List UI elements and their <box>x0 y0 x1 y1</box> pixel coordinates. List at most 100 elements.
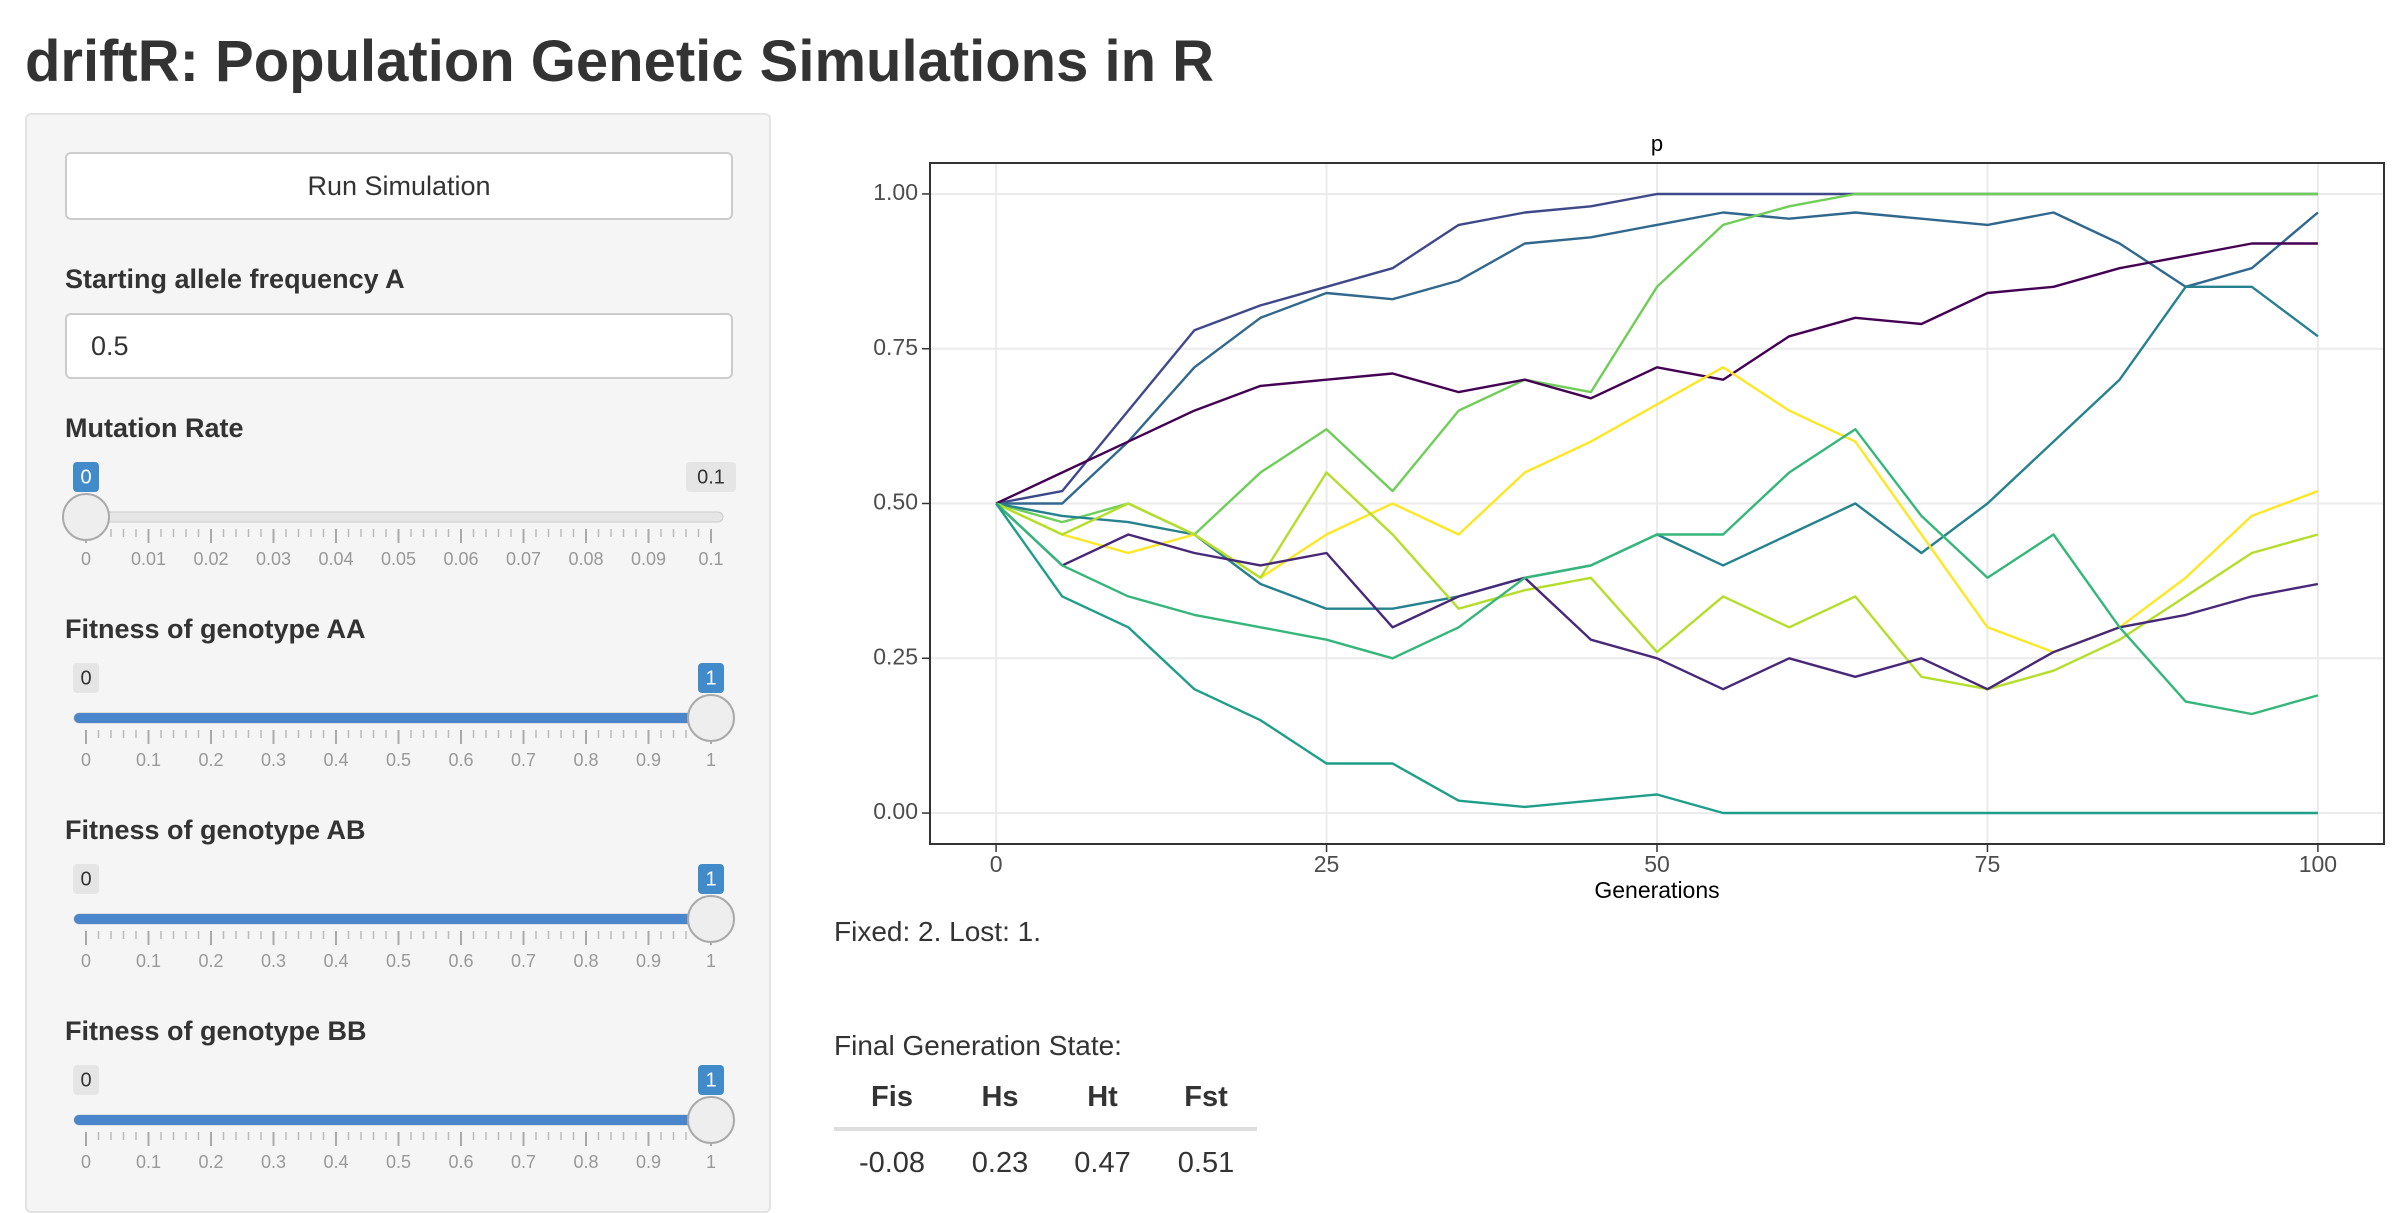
x-tick-label: 75 <box>1975 851 2001 877</box>
page-title: driftR: Population Genetic Simulations i… <box>25 29 1215 94</box>
slider-badge-label: 1 <box>705 667 716 689</box>
plot-border <box>929 162 2385 845</box>
slider-tick-label: 0.5 <box>386 951 411 971</box>
allele-input[interactable] <box>65 313 733 379</box>
header-row: Fis Hs Ht Fst <box>834 1067 1257 1131</box>
slider-badge-label: 0 <box>80 667 91 689</box>
series-line <box>995 192 2318 536</box>
y-tick-label: 0.00 <box>873 798 918 824</box>
slider-tick-label: 0.1 <box>136 750 161 770</box>
slider-tick-label: 0.06 <box>443 549 478 569</box>
slider-tick-label: 0.4 <box>323 1152 348 1172</box>
chart-title: p <box>1651 131 1663 156</box>
slider-tick-label: 1 <box>706 1152 716 1172</box>
slider-tick-label: 0.2 <box>198 951 223 971</box>
column-header: Fst <box>1155 1067 1257 1131</box>
summary-text: Fixed: 2. Lost: 1. <box>834 916 1041 947</box>
slider-badge <box>698 663 724 693</box>
slider-badge <box>73 864 99 894</box>
slider-badge <box>686 462 736 492</box>
slider-tick-label: 0.8 <box>573 750 598 770</box>
y-tick-label: 0.25 <box>873 643 918 669</box>
table-row: -0.08 0.23 0.47 0.51 <box>834 1129 1257 1195</box>
slider-tick-label: 0.01 <box>131 549 166 569</box>
x-tick-label: 50 <box>1644 851 1670 877</box>
slider-tick-label: 0.03 <box>256 549 291 569</box>
slider-fill <box>74 914 711 924</box>
series-line <box>995 471 2319 691</box>
slider-tick-label: 0.05 <box>381 549 416 569</box>
slider-tick-label: 0.1 <box>136 1152 161 1172</box>
slider-tick-label: 0.1 <box>698 549 723 569</box>
slider-handle <box>62 493 110 541</box>
slider-tick-label: 0.4 <box>323 750 348 770</box>
series-line <box>996 211 2319 505</box>
x-tick-label: 0 <box>990 851 1003 877</box>
slider-tick-label: 0.6 <box>448 750 473 770</box>
slider-badge <box>698 1065 724 1095</box>
results-table: Fis Hs Ht Fst -0.08 0.23 0.47 0.51 <box>834 1067 1257 1195</box>
slider-fill <box>74 713 711 723</box>
slider-tick-label: 0.02 <box>193 549 228 569</box>
slider-tick-label: 0.9 <box>636 1152 661 1172</box>
table-body: -0.08 0.23 0.47 0.51 <box>834 1129 1257 1195</box>
sidebar <box>25 113 771 1213</box>
slider-label: Mutation Rate <box>65 413 244 443</box>
column-header: Ht <box>1050 1067 1155 1131</box>
table-cell: 0.51 <box>1177 1146 1235 1179</box>
slider-tick-label: 0.6 <box>448 1152 473 1172</box>
slider-tick-label: 0 <box>81 951 91 971</box>
input-label: Starting allele frequency A <box>65 264 405 294</box>
slider-badge <box>73 462 99 492</box>
slider-tick-label: 0.8 <box>573 951 598 971</box>
slider-tick-label: 0.4 <box>323 951 348 971</box>
slider-tick-label: 0.5 <box>386 750 411 770</box>
slider-track <box>73 511 724 523</box>
slider-tick-label: 0 <box>81 1152 91 1172</box>
slider-tick-label: 0.3 <box>261 951 286 971</box>
series-line <box>995 242 2318 505</box>
slider-label: Fitness of genotype BB <box>65 1016 367 1046</box>
slider-handle <box>687 1096 735 1144</box>
slider-badge-label: 1 <box>705 1069 716 1091</box>
table-cell: 0.23 <box>971 1146 1029 1179</box>
slider-badge <box>73 1065 99 1095</box>
slider-tick-label: 0.5 <box>386 1152 411 1172</box>
column-header: Hs <box>950 1067 1050 1131</box>
slider-tick-label: 0.8 <box>573 1152 598 1172</box>
slider-tick-label: 0.07 <box>506 549 541 569</box>
slider-label: Fitness of genotype AA <box>65 614 366 644</box>
slider-tick-label: 0.3 <box>261 1152 286 1172</box>
slider-handle <box>687 694 735 742</box>
slider-tick-label: 0.9 <box>636 951 661 971</box>
x-axis-label: Generations <box>1594 877 1719 903</box>
slider-tick-label: 0.7 <box>511 951 536 971</box>
slider-tick-label: 0.09 <box>631 549 666 569</box>
run-button[interactable]: Run Simulation <box>65 152 733 220</box>
slider-tick-label: 0.1 <box>136 951 161 971</box>
series-line <box>995 502 2318 815</box>
slider-badge-label: 0 <box>80 1069 91 1091</box>
table-cell: 0.47 <box>1074 1146 1131 1179</box>
x-tick-label: 100 <box>2299 851 2337 877</box>
slider-tick-label: 0.3 <box>261 750 286 770</box>
slider-tick-label: 0.9 <box>636 750 661 770</box>
series-line <box>995 502 2319 691</box>
slider-tick-label: 1 <box>706 750 716 770</box>
y-tick-label: 1.00 <box>873 179 918 205</box>
slider-tick-label: 0.6 <box>448 951 473 971</box>
slider-badge-label: 1 <box>705 868 716 890</box>
slider-tick-label: 0.7 <box>511 1152 536 1172</box>
slider-badge <box>73 663 99 693</box>
slider-badge-label: 0 <box>80 466 91 488</box>
column-header: Fis <box>834 1067 950 1131</box>
slider-tick-label: 0 <box>81 549 91 569</box>
slider-label: Fitness of genotype AB <box>65 815 366 845</box>
slider-tick-label: 0.2 <box>198 750 223 770</box>
y-tick-label: 0.50 <box>873 489 918 515</box>
slider-tick-label: 0.7 <box>511 750 536 770</box>
x-tick-label: 25 <box>1314 851 1340 877</box>
table-cell: -0.08 <box>858 1146 926 1179</box>
